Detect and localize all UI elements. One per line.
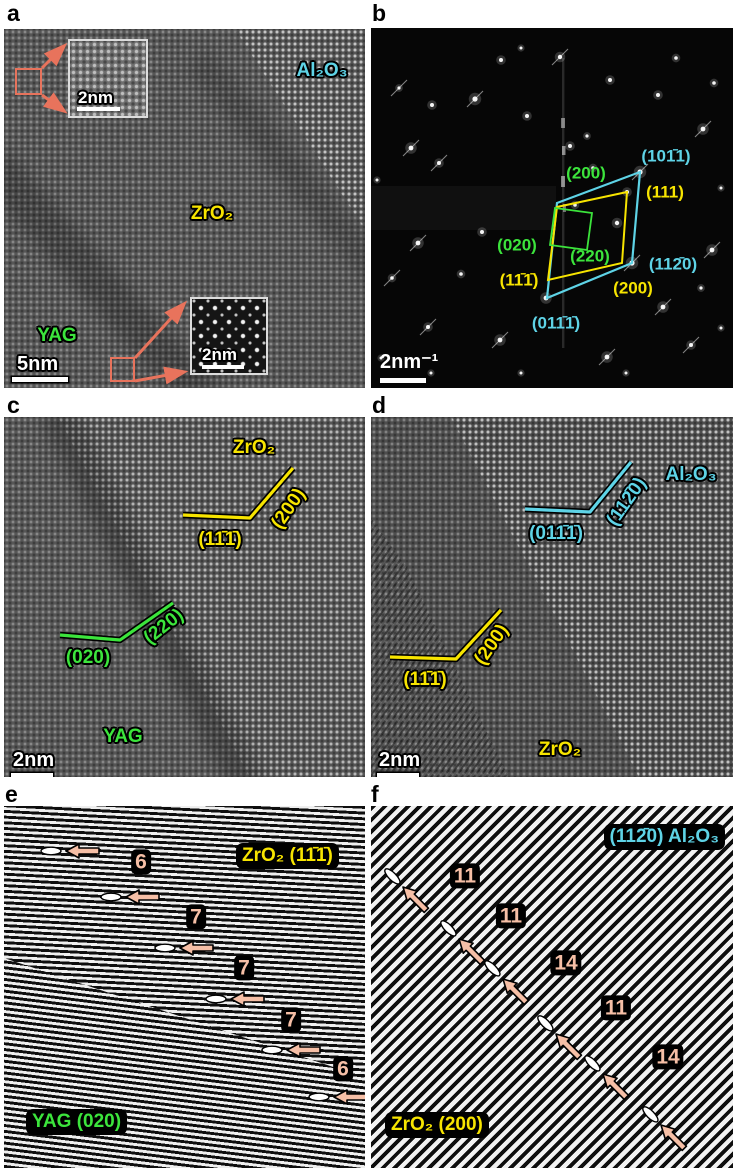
- scale-bar-label: 2nm: [379, 749, 421, 771]
- dislocation-count: 11: [495, 903, 527, 929]
- scale-bar-label: 2nm: [13, 749, 55, 771]
- panel-c-hrtem-image: ZrO₂ (11̄1̄) (200) (020) (220) YAG 2nm: [4, 417, 365, 777]
- reflection-label-yellow-111: (111): [646, 182, 684, 202]
- panel-f-filtered-fringe-image: (112̄0) Al₂O₃ ZrO₂ (200) 11 11 14 11 14: [371, 806, 733, 1168]
- dislocation-count: 7: [281, 1007, 301, 1033]
- phase-label-yag: YAG: [103, 726, 143, 748]
- dislocation-arrow: [154, 940, 214, 956]
- phase-label-zro2: ZrO₂: [190, 203, 234, 225]
- plane-label-111: (11̄1̄): [403, 669, 447, 691]
- region-label-yag-020: YAG (020): [26, 1109, 128, 1135]
- dislocation-arrow: [642, 1106, 688, 1152]
- dislocation-arrow: [100, 889, 160, 905]
- dislocation-arrow: [205, 991, 265, 1007]
- inset-scale-bar: [202, 365, 244, 369]
- dislocation-arrow: [384, 868, 430, 914]
- scale-bar: [377, 773, 419, 777]
- magnified-area-box-bottom: [110, 357, 135, 382]
- magnified-area-box-top: [15, 68, 42, 95]
- reflection-label-cyan-1011: (101̄1): [641, 146, 691, 166]
- reflection-label-yellow-m111: (11̄1̄): [499, 270, 539, 290]
- phase-label-zro2: ZrO₂: [538, 739, 582, 761]
- phase-label-yag: YAG: [37, 325, 77, 347]
- dislocation-count: 14: [550, 950, 582, 976]
- panel-d-hrtem-image: Al₂O₃ (011̄1̄) (112̄0) (11̄1̄) (200) ZrO…: [371, 417, 733, 777]
- panel-letter-f: f: [371, 781, 379, 807]
- zro2-unit-cell-outline: [546, 190, 629, 282]
- panel-letter-b: b: [372, 0, 387, 26]
- dislocation-arrow: [584, 1055, 630, 1101]
- central-streak: [562, 58, 565, 348]
- dislocation-count: 7: [186, 904, 206, 930]
- dislocation-count: 11: [600, 995, 632, 1021]
- panel-letter-a: a: [7, 0, 20, 26]
- reflection-label-cyan-0111: (011̄1̄): [531, 313, 581, 333]
- reflection-label-cyan-1120: (112̄0): [648, 254, 698, 274]
- dislocation-count: 14: [652, 1044, 684, 1070]
- panel-a-callout-arrows: [40, 42, 189, 385]
- al2o3-unit-cell-outline: [545, 170, 642, 300]
- scale-bar: [11, 773, 53, 777]
- scale-bar: [12, 377, 68, 382]
- plane-marker-lines: [59, 465, 296, 644]
- region-label-zro2-200: ZrO₂ (200): [385, 1112, 489, 1138]
- region-label-1120-al2o3: (112̄0) Al₂O₃: [603, 824, 725, 850]
- region-label-zro2-111: ZrO₂ (11̄1̄): [236, 843, 339, 869]
- inset-scale-bar-label: 2nm: [202, 345, 237, 364]
- dislocation-arrow: [40, 843, 100, 859]
- reflection-label-green-220: (220): [570, 246, 610, 266]
- panel-letter-c: c: [7, 392, 20, 418]
- scale-bar: [380, 378, 426, 383]
- dislocation-arrows: [384, 868, 688, 1152]
- diffraction-spots: [373, 44, 725, 377]
- panel-b-fft-image: (200) (101̄1) (111) (020) (220) (11̄1̄) …: [371, 28, 733, 388]
- panel-e-filtered-fringe-image: ZrO₂ (11̄1̄) YAG (020) 6 7 7 7 6: [4, 806, 365, 1168]
- fft-pattern-overlay: [371, 44, 725, 377]
- reflection-label-green-020: (020): [497, 235, 537, 255]
- dislocation-arrow: [261, 1042, 321, 1058]
- inset-scale-bar: [77, 107, 120, 111]
- dislocation-arrows: [40, 843, 365, 1105]
- scale-bar-label: 5nm: [17, 353, 59, 375]
- reflection-label-green-200: (200): [566, 163, 606, 183]
- inset-lattice-zoom-bottom: 2nm: [190, 297, 268, 375]
- dislocation-count: 7: [234, 955, 254, 981]
- reflection-label-yellow-200: (200): [613, 278, 653, 298]
- scale-bar-label: 2nm⁻¹: [380, 351, 439, 373]
- dislocation-arrow: [440, 920, 486, 966]
- plane-label-0111: (011̄1̄): [529, 523, 583, 545]
- plane-label-111: (11̄1̄): [198, 529, 242, 551]
- inset-lattice-zoom-top: 2nm: [68, 39, 148, 118]
- panel-a-hrtem-image: 2nm 2nm Al₂O₃ ZrO₂ YAG 5nm: [4, 29, 365, 388]
- dislocation-arrow: [537, 1015, 583, 1061]
- plane-marker-lines: [389, 459, 634, 663]
- phase-label-al2o3: Al₂O₃: [296, 60, 348, 82]
- panel-letter-e: e: [5, 781, 18, 807]
- inset-scale-bar-label: 2nm: [78, 88, 113, 107]
- dislocation-count: 6: [131, 849, 151, 875]
- phase-label-zro2: ZrO₂: [232, 437, 276, 459]
- dislocation-count: 11: [449, 863, 481, 889]
- panel-letter-d: d: [372, 392, 387, 418]
- plane-label-020: (020): [65, 647, 111, 669]
- dislocation-count: 6: [333, 1056, 353, 1082]
- yag-unit-cell-outline: [548, 206, 594, 252]
- dislocation-arrow: [484, 960, 530, 1006]
- dislocation-arrow: [308, 1089, 365, 1105]
- phase-label-al2o3: Al₂O₃: [665, 464, 717, 486]
